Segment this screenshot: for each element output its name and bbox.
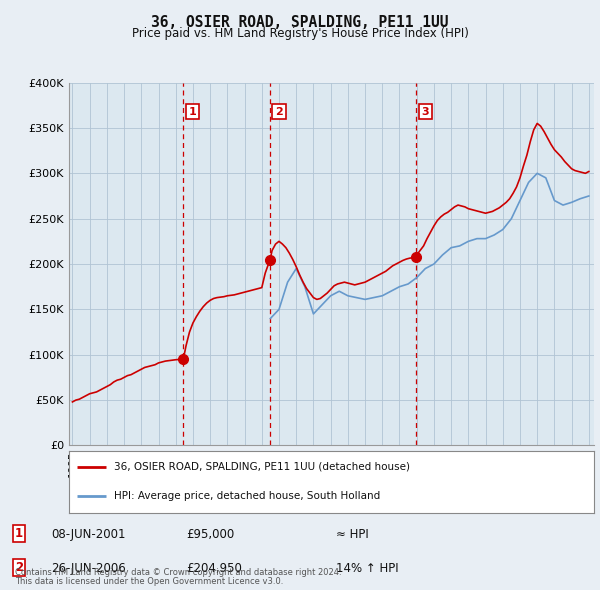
Text: 3: 3: [421, 107, 429, 117]
Text: HPI: Average price, detached house, South Holland: HPI: Average price, detached house, Sout…: [113, 491, 380, 501]
Text: 08-JUN-2001: 08-JUN-2001: [51, 528, 125, 541]
Text: 1: 1: [188, 107, 196, 117]
Text: This data is licensed under the Open Government Licence v3.0.: This data is licensed under the Open Gov…: [15, 577, 283, 586]
Text: ≈ HPI: ≈ HPI: [336, 528, 369, 541]
Text: 2: 2: [15, 561, 23, 574]
Text: 26-JUN-2006: 26-JUN-2006: [51, 562, 126, 575]
Text: 36, OSIER ROAD, SPALDING, PE11 1UU: 36, OSIER ROAD, SPALDING, PE11 1UU: [151, 15, 449, 30]
Text: £95,000: £95,000: [186, 528, 234, 541]
Text: 2: 2: [275, 107, 283, 117]
Text: £204,950: £204,950: [186, 562, 242, 575]
Text: Contains HM Land Registry data © Crown copyright and database right 2024.: Contains HM Land Registry data © Crown c…: [15, 568, 341, 577]
Text: 1: 1: [15, 527, 23, 540]
Text: 14% ↑ HPI: 14% ↑ HPI: [336, 562, 398, 575]
Text: Price paid vs. HM Land Registry's House Price Index (HPI): Price paid vs. HM Land Registry's House …: [131, 27, 469, 40]
Text: 36, OSIER ROAD, SPALDING, PE11 1UU (detached house): 36, OSIER ROAD, SPALDING, PE11 1UU (deta…: [113, 462, 410, 472]
